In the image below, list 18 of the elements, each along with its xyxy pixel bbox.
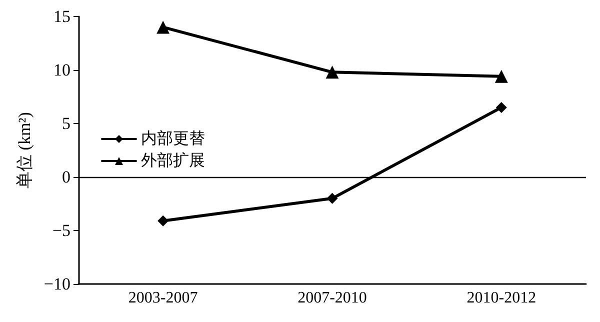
- x-tick-label: 2007-2010: [298, 290, 367, 306]
- point: [496, 102, 507, 113]
- point: [326, 192, 338, 204]
- y-tick-label: −10: [44, 274, 70, 294]
- x-tick-label: 2003-2007: [128, 290, 198, 306]
- y-tick-label: 5: [62, 114, 70, 133]
- y-tick-label: −5: [52, 221, 70, 240]
- y-axis-title: 单位 (km²): [15, 112, 34, 188]
- x-tick-label: 2010-2012: [466, 290, 536, 306]
- point: [494, 70, 508, 83]
- y-tick-label: 0: [62, 168, 70, 186]
- point: [156, 20, 170, 34]
- y-tick-label: 10: [53, 60, 70, 80]
- y-tick-label: 15: [53, 7, 70, 26]
- point: [158, 215, 169, 226]
- legend-label: 外部扩展: [141, 152, 205, 170]
- legend-label: 内部更替: [141, 130, 205, 148]
- point: [326, 66, 339, 79]
